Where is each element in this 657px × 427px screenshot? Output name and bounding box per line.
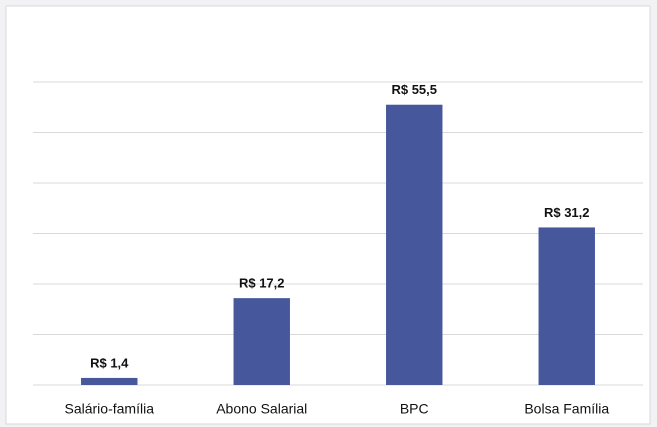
bar xyxy=(386,104,443,385)
bar xyxy=(81,377,138,385)
value-label: R$ 55,5 xyxy=(391,82,437,97)
x-tick-label: Abono Salarial xyxy=(216,401,307,417)
x-tick-label: Bolsa Família xyxy=(524,401,609,417)
value-label: R$ 31,2 xyxy=(544,205,590,220)
bar xyxy=(233,298,290,385)
x-tick-label: Salário-família xyxy=(65,401,155,417)
x-tick-label: BPC xyxy=(400,401,429,417)
value-label: R$ 17,2 xyxy=(239,276,285,291)
bar xyxy=(538,227,595,385)
value-label: R$ 1,4 xyxy=(90,355,129,370)
